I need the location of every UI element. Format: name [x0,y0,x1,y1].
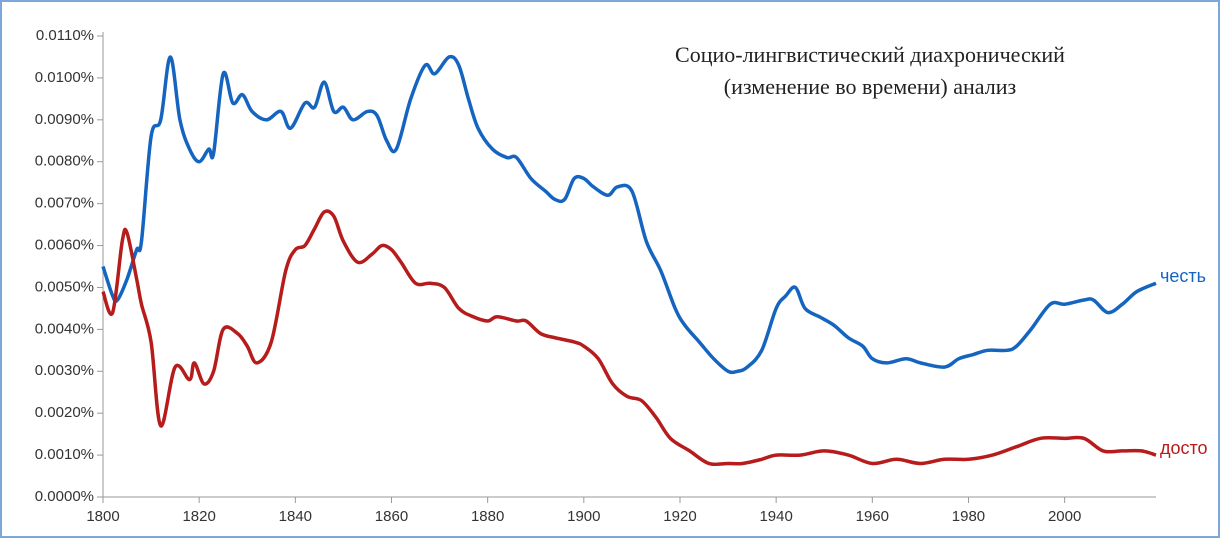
y-tick-label: 0.0070% [35,195,94,212]
y-tick-label: 0.0020% [35,404,94,421]
x-tick-label: 1900 [567,508,600,525]
y-tick-label: 0.0080% [35,153,94,170]
series-label: досто [1160,438,1208,458]
y-tick-label: 0.0060% [35,237,94,254]
series-label: честь [1160,266,1206,286]
series-line [101,209,1157,467]
y-tick-label: 0.0000% [35,488,94,505]
x-tick-label: 1800 [86,508,119,525]
x-tick-label: 1820 [182,508,215,525]
y-tick-label: 0.0100% [35,69,94,86]
x-tick-label: 1860 [375,508,408,525]
x-tick-label: 1840 [279,508,312,525]
x-tick-label: 1960 [856,508,889,525]
series-line [101,54,1157,375]
annotation: (изменение во времени) анализ [724,74,1016,99]
x-tick-label: 1980 [952,508,985,525]
y-tick-label: 0.0050% [35,278,94,295]
y-tick-label: 0.0010% [35,446,94,463]
y-tick-label: 0.0040% [35,320,94,337]
x-tick-label: 1880 [471,508,504,525]
x-tick-label: 2000 [1048,508,1081,525]
annotation: Социо-лингвистический диахронический [675,42,1065,67]
y-tick-label: 0.0110% [36,27,94,44]
x-tick-label: 1940 [759,508,792,525]
x-tick-label: 1920 [663,508,696,525]
y-tick-label: 0.0090% [35,111,94,128]
y-tick-label: 0.0030% [35,362,94,379]
